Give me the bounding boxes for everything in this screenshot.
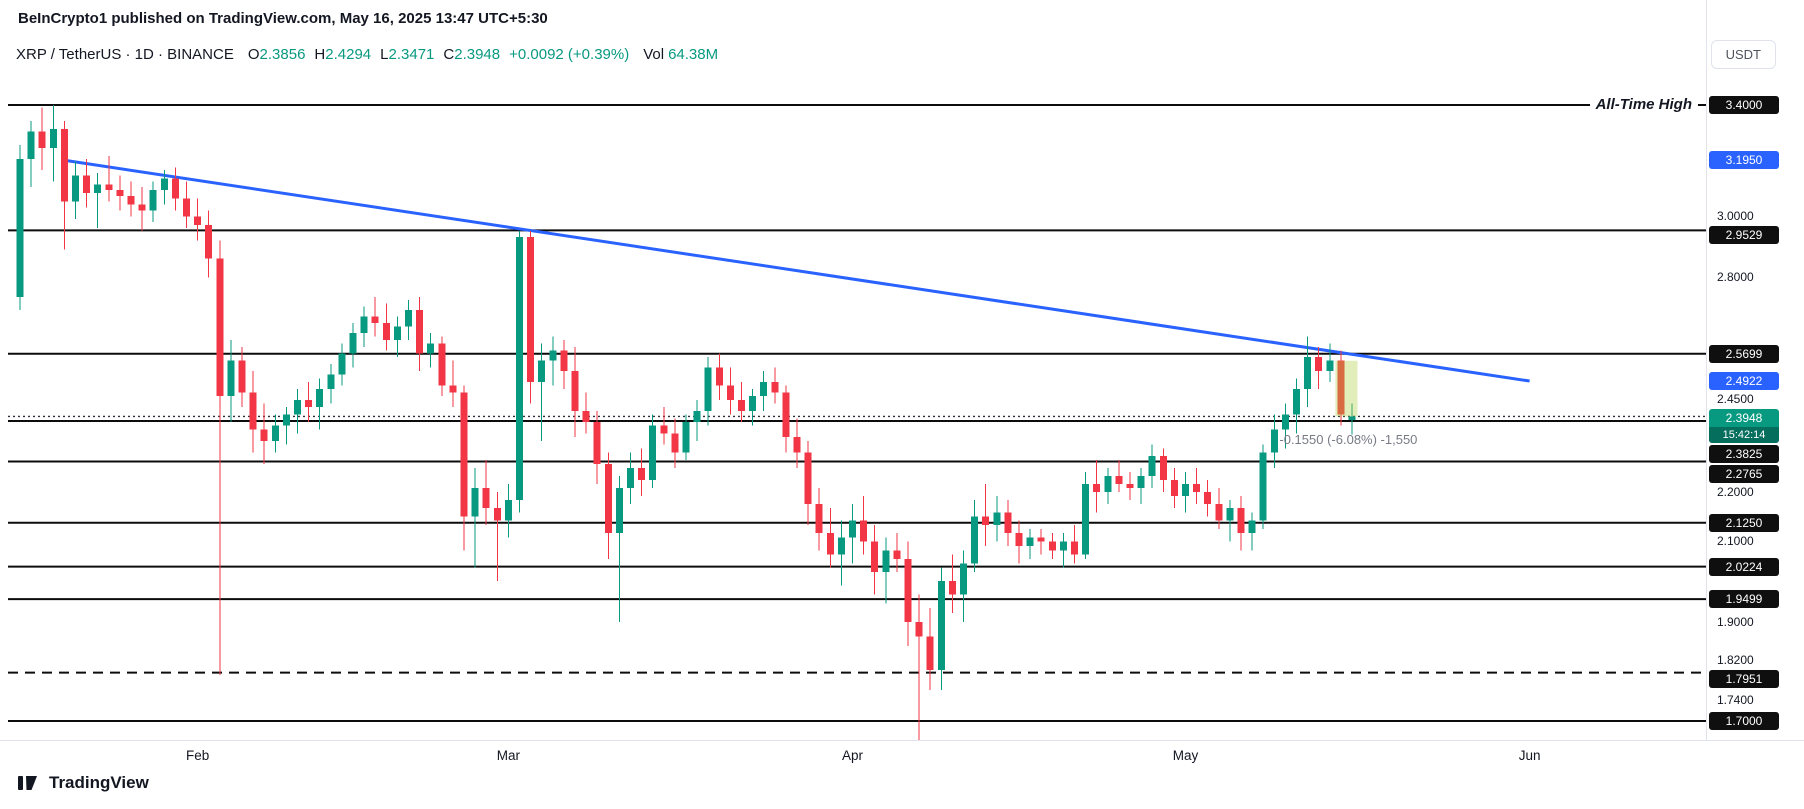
time-axis-label-May: May [1172,748,1199,763]
candles-layer[interactable] [16,105,1356,769]
price-axis-badge-2.3825: 2.3825 [1709,445,1779,464]
price-axis[interactable]: 3.4000 3.1950 3.0000 2.9529 2.8000 2.5699 2.49… [1707,0,1804,740]
time-axis-border [0,740,1804,741]
time-axis[interactable]: Feb Mar Apr May Jun [0,740,1706,778]
ohlc-close: C2.3948 [443,46,501,63]
all-time-high-label[interactable]: All-Time High [1589,95,1698,116]
price-axis-label: 3.0000 [1717,208,1754,223]
measure-highlight-box[interactable] [1335,360,1358,417]
price-axis-badge-1.9499: 1.9499 [1709,590,1779,609]
tradingview-wordmark: TradingView [49,773,149,792]
price-axis-label: 1.7400 [1717,692,1754,707]
descending-trendline[interactable] [64,158,1530,383]
symbol-title[interactable]: XRP / TetherUS · 1D · BINANCE [16,46,234,63]
price-axis-label: 1.9000 [1717,614,1754,629]
time-axis-label-Jun: Jun [1518,748,1541,763]
price-axis-badge-3.1950: 3.1950 [1709,151,1779,170]
ohlc-high: H2.4294 [314,46,372,63]
ohlc-open: O2.3856 [247,46,306,63]
tradingview-logo-icon [18,776,37,790]
volume-label: Vol [643,46,665,63]
price-axis-badge-2.1250: 2.1250 [1709,513,1779,532]
price-axis-badge-1.7951: 1.7951 [1709,669,1779,688]
price-axis-badge-2.3948: 2.3948 15:42:14 [1709,409,1779,444]
price-axis-label: 2.4500 [1717,392,1754,407]
time-axis-label-Mar: Mar [496,748,521,763]
tradingview-footer[interactable]: TradingView [16,772,149,794]
volume-value: 64.38M [668,46,719,63]
currency-toggle-button[interactable]: USDT [1710,40,1776,69]
price-axis-label: 2.8000 [1717,270,1754,285]
price-axis-badge-1.7000: 1.7000 [1709,711,1779,730]
price-axis-border [1706,0,1707,740]
chart-legend: XRP / TetherUS · 1D · BINANCE O2.3856 H2… [16,46,718,63]
price-axis-label: 2.2000 [1717,485,1754,500]
time-axis-label-Feb: Feb [185,748,210,763]
time-axis-label-Apr: Apr [841,748,864,763]
price-axis-label: 2.1000 [1717,533,1754,548]
price-axis-badge-2.5699: 2.5699 [1709,344,1779,363]
level-lines-layer[interactable] [8,104,1706,722]
price-axis-badge-2.9529: 2.9529 [1709,225,1779,244]
measure-annotation: -0.1550 (-6.08%) -1,550 [1279,432,1418,448]
price-axis-label: 1.8200 [1717,652,1754,667]
price-axis-badge-2.4922: 2.4922 [1709,372,1779,391]
price-axis-badge-3.4000: 3.4000 [1709,96,1779,115]
attribution-text: BeInCrypto1 published on TradingView.com… [18,10,548,27]
price-change: +0.0092 (+0.39%) [509,46,630,63]
ohlc-low: L2.3471 [380,46,435,63]
price-axis-badge-2.2765: 2.2765 [1709,465,1779,484]
price-axis-badge-2.0224: 2.0224 [1709,557,1779,576]
